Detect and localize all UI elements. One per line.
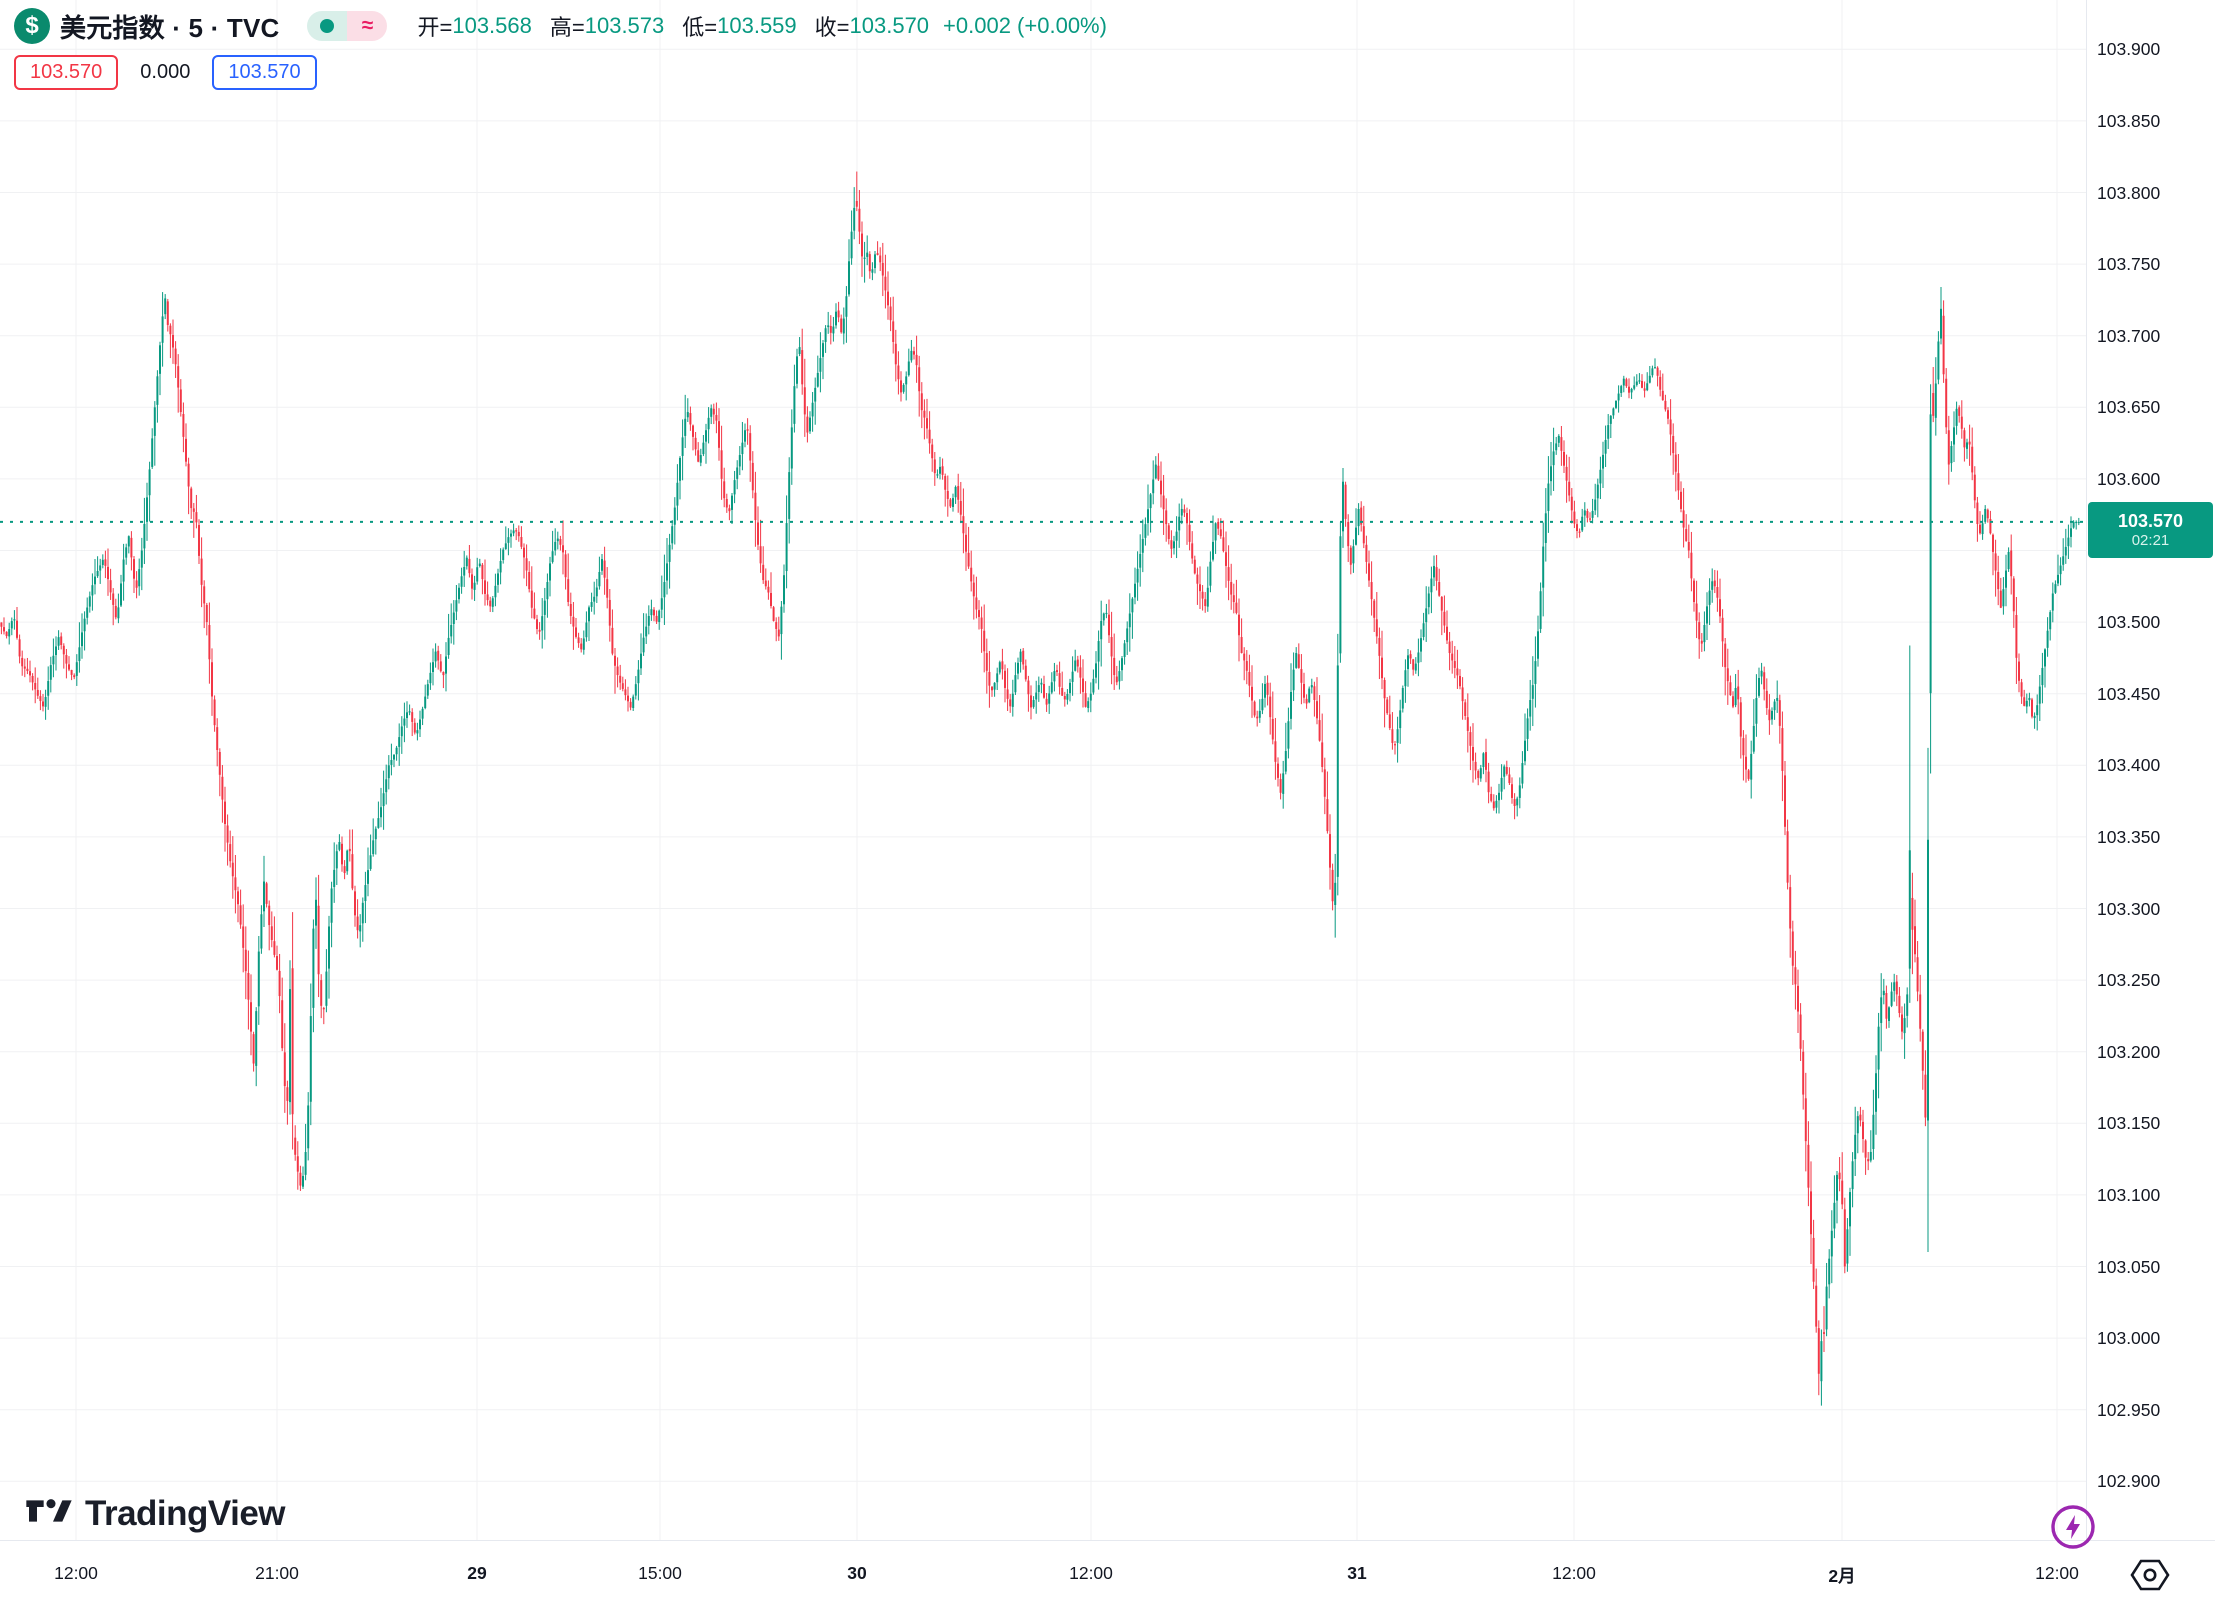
price-axis-label: 103.450 xyxy=(2097,683,2161,704)
time-axis-label: 2月 xyxy=(1828,1566,1856,1586)
ohlc-value: 103.559 xyxy=(717,13,797,38)
ohlc-label: 低= xyxy=(682,15,718,40)
price-axis-label: 102.950 xyxy=(2097,1399,2161,1420)
price-axis-label: 103.600 xyxy=(2097,468,2161,489)
price-axis-label: 103.300 xyxy=(2097,898,2161,919)
ohlc-label: 收= xyxy=(814,15,850,40)
tradingview-logo-text: TradingView xyxy=(85,1493,286,1533)
ohlc-value: 103.568 xyxy=(452,13,532,38)
timezone-settings-icon[interactable] xyxy=(2128,1558,2172,1592)
price-axis-label: 103.750 xyxy=(2097,254,2161,275)
symbol-title[interactable]: 美元指数 · 5 · TVC xyxy=(60,12,280,43)
time-axis-label: 12:00 xyxy=(1552,1563,1596,1583)
change-value: +0.002 (+0.00%) xyxy=(943,13,1107,38)
price-axis-label: 103.400 xyxy=(2097,755,2161,776)
time-axis-label: 31 xyxy=(1347,1563,1367,1583)
price-axis-label: 103.100 xyxy=(2097,1184,2161,1205)
price-axis-label: 103.250 xyxy=(2097,970,2161,991)
ohlc-label: 开= xyxy=(417,15,453,40)
time-axis-label: 12:00 xyxy=(2035,1563,2079,1583)
ohlc-value: 103.573 xyxy=(584,13,665,38)
buy-price-badge[interactable]: 103.570 xyxy=(212,54,317,90)
spread-value: 0.000 xyxy=(140,60,191,83)
price-axis-label: 103.350 xyxy=(2097,826,2161,847)
current-price-value: 103.570 xyxy=(2117,510,2184,531)
market-status-toggle[interactable]: ≈ xyxy=(307,11,388,41)
tradingview-logo[interactable]: TradingView xyxy=(25,1487,286,1540)
time-axis-label: 15:00 xyxy=(638,1563,682,1583)
price-axis-label: 103.700 xyxy=(2097,325,2161,346)
realtime-dot-icon[interactable] xyxy=(307,11,348,41)
tradingview-logo-icon xyxy=(25,1487,73,1540)
time-axis-label: 21:00 xyxy=(255,1563,299,1583)
symbol-header: $ 美元指数 · 5 · TVC ≈ 开= 103.568 高= 103.573 低= 1… xyxy=(14,8,1107,90)
ohlc-value: 103.570 xyxy=(849,13,930,38)
price-axis-label: 103.500 xyxy=(2097,612,2161,633)
flash-lightning-icon[interactable] xyxy=(2049,1503,2097,1551)
price-axis-label: 103.200 xyxy=(2097,1041,2161,1062)
price-axis-label: 103.800 xyxy=(2097,182,2161,203)
current-price-badge: 103.570 02:21 xyxy=(2088,501,2213,558)
price-axis-label: 103.050 xyxy=(2097,1256,2161,1277)
price-axis-label: 103.650 xyxy=(2097,397,2161,418)
ohlc-readout: 开= 103.568 高= 103.573 低= 103.559 收= 103.570 +0.0… xyxy=(417,10,1106,42)
price-axis-label: 103.000 xyxy=(2097,1328,2161,1349)
price-axis-label: 103.850 xyxy=(2097,110,2161,131)
time-axis[interactable]: 12:00 21:00 29 15:00 30 12:00 31 12:00 2月 12:00 xyxy=(0,1540,2215,1607)
time-axis-label: 12:00 xyxy=(54,1563,98,1583)
price-axis-label: 103.900 xyxy=(2097,39,2161,60)
price-axis[interactable]: 103.900 103.850 103.800 103.750 103.700 103.6… xyxy=(2086,0,2215,1540)
bar-countdown: 02:21 xyxy=(2131,531,2170,549)
time-axis-label: 30 xyxy=(847,1563,867,1583)
ohlc-label: 高= xyxy=(549,15,585,40)
time-axis-label: 12:00 xyxy=(1069,1563,1113,1583)
price-axis-label: 103.150 xyxy=(2097,1113,2161,1134)
approx-delayed-icon[interactable]: ≈ xyxy=(347,11,388,41)
price-axis-label: 102.900 xyxy=(2097,1471,2161,1492)
time-axis-label: 29 xyxy=(467,1563,487,1583)
sell-price-badge[interactable]: 103.570 xyxy=(14,54,119,90)
symbol-logo-icon[interactable]: $ xyxy=(14,8,50,44)
